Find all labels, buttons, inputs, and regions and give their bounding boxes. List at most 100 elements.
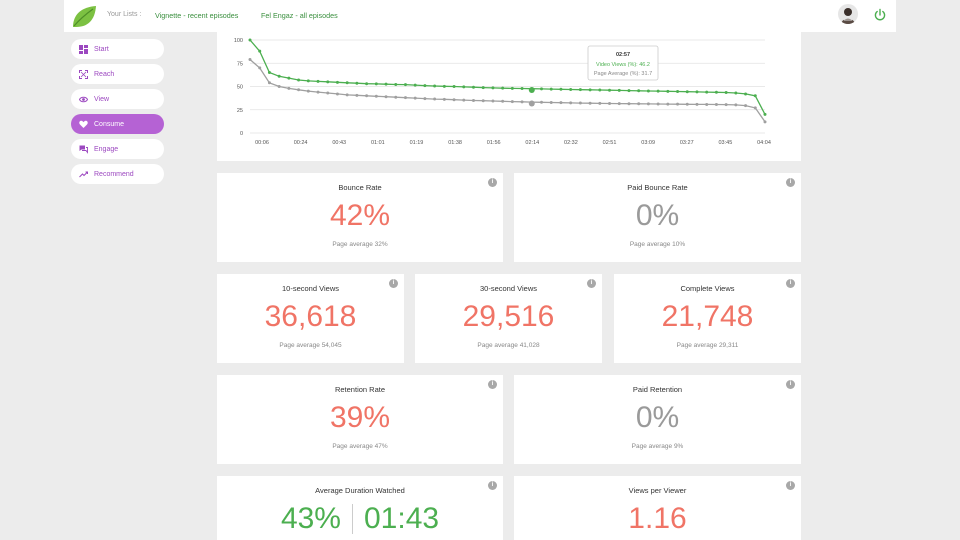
x-tick-label: 04:04 <box>757 140 771 146</box>
info-icon[interactable]: i <box>488 178 497 187</box>
x-tick-label: 02:51 <box>603 140 617 146</box>
retention-chart-svg: 100 75 50 25 0 00:06 00:24 00:43 01:01 01:19 01:38… <box>234 38 771 146</box>
page-average-point <box>569 101 573 105</box>
sidebar-item-engage[interactable]: Engage <box>71 139 164 159</box>
top-bar: Your Lists : Vignette - recent episodes … <box>64 0 896 32</box>
video-views-point <box>403 83 407 87</box>
retention-rate-average: Page average 47% <box>332 443 388 450</box>
info-icon[interactable]: i <box>786 481 795 490</box>
video-views-point <box>705 90 709 94</box>
leaf-logo-icon[interactable] <box>70 4 98 30</box>
video-views-point <box>617 88 621 92</box>
list-link-vignette[interactable]: Vignette - recent episodes <box>155 11 239 20</box>
page-average-point <box>258 66 262 70</box>
tooltip-time: 02:57 <box>616 52 630 58</box>
grid-icon <box>79 44 88 54</box>
page-average-point <box>491 99 495 103</box>
page-average-line <box>249 59 766 123</box>
video-views-point <box>588 88 592 92</box>
complete-views-value: 21,748 <box>661 300 754 333</box>
video-views-point <box>520 87 524 91</box>
sidebar-item-consume[interactable]: Consume <box>71 114 164 134</box>
ten-second-views-value: 36,618 <box>264 300 357 333</box>
sidebar-item-reach[interactable]: Reach <box>71 64 164 84</box>
sidebar-item-label: Consume <box>94 120 124 128</box>
page-average-point <box>267 81 271 85</box>
views-per-viewer-card: Views per Viewer i 1.16 <box>514 476 801 540</box>
sidebar-item-label: Reach <box>94 70 115 78</box>
sidebar-item-label: Engage <box>94 145 119 153</box>
sidebar-item-view[interactable]: View <box>71 89 164 109</box>
list-link-fel-engaz[interactable]: Fel Engaz - all episodes <box>261 11 338 20</box>
video-views-point <box>627 89 631 93</box>
retention-rate-card: Retention Rate i 39% Page average 47% <box>217 375 503 464</box>
page-average-point <box>676 102 680 106</box>
y-tick-label: 50 <box>237 85 243 91</box>
info-icon[interactable]: i <box>488 481 497 490</box>
page-average-point <box>627 102 631 106</box>
paid-bounce-rate-title: Paid Bounce Rate <box>627 183 688 192</box>
video-views-point <box>646 89 650 93</box>
video-views-point <box>345 81 349 85</box>
info-icon[interactable]: i <box>389 279 398 288</box>
complete-views-title: Complete Views <box>680 284 735 293</box>
sidebar-item-start[interactable]: Start <box>71 39 164 59</box>
page-average-point <box>714 103 718 107</box>
page-average-point <box>413 96 417 100</box>
info-icon[interactable]: i <box>786 279 795 288</box>
retention-chart: 100 75 50 25 0 00:06 00:24 00:43 01:01 01:19 01:38… <box>217 32 801 161</box>
video-views-point <box>335 80 339 84</box>
video-views-point <box>452 85 456 88</box>
info-icon[interactable]: i <box>587 279 596 288</box>
info-icon[interactable]: i <box>786 380 795 389</box>
video-views-point <box>598 88 602 92</box>
page-average-point <box>549 100 553 104</box>
page-average-point <box>297 88 301 92</box>
video-views-point <box>510 86 514 90</box>
page-average-point <box>248 58 252 62</box>
bounce-rate-value: 42% <box>329 199 391 232</box>
sidebar-item-recommend[interactable]: Recommend <box>71 164 164 184</box>
info-icon[interactable]: i <box>488 380 497 389</box>
page-average-point <box>763 120 767 124</box>
views-per-viewer-value: 1.16 <box>628 502 687 535</box>
page-average-point <box>501 99 505 103</box>
page-average-point <box>471 98 475 102</box>
bounce-rate-average: Page average 32% <box>332 241 388 248</box>
video-views-point <box>549 87 553 91</box>
x-tick-label: 01:19 <box>410 140 424 146</box>
page-average-point <box>559 101 563 105</box>
video-views-point <box>258 49 262 53</box>
video-views-point <box>306 79 310 83</box>
page-average-point <box>374 94 378 98</box>
page-average-point <box>365 94 369 98</box>
page-average-point <box>685 102 689 106</box>
page-average-point <box>666 102 670 106</box>
sidebar-nav: Start Reach View Consume Engage Recommen… <box>71 39 164 189</box>
video-views-point <box>491 86 495 90</box>
avatar[interactable] <box>838 4 858 24</box>
page-average-point <box>326 91 330 95</box>
video-views-point <box>695 90 699 94</box>
video-views-point <box>559 87 563 91</box>
info-icon[interactable]: i <box>786 178 795 187</box>
heart-icon <box>79 120 88 128</box>
x-tick-label: 03:09 <box>641 140 655 146</box>
thirty-second-views-title: 30-second Views <box>480 284 537 293</box>
video-views-point <box>316 79 320 83</box>
video-views-point <box>365 82 369 86</box>
tooltip-video-views: Video Views (%): 46.2 <box>596 62 650 68</box>
page-average-point <box>598 101 602 105</box>
thirty-second-views-average: Page average 41,028 <box>477 342 540 349</box>
chat-icon <box>79 145 88 154</box>
power-icon[interactable] <box>873 8 887 22</box>
x-tick-label: 03:27 <box>680 140 694 146</box>
retention-rate-title: Retention Rate <box>334 385 386 394</box>
video-views-point <box>384 82 388 86</box>
video-views-point <box>442 84 446 88</box>
x-tick-label: 02:32 <box>564 140 578 146</box>
paid-bounce-rate-average: Page average 10% <box>629 241 686 248</box>
paid-retention-average: Page average 9% <box>631 443 684 450</box>
average-duration-percent: 43% <box>280 502 341 535</box>
page-average-point <box>335 92 339 96</box>
